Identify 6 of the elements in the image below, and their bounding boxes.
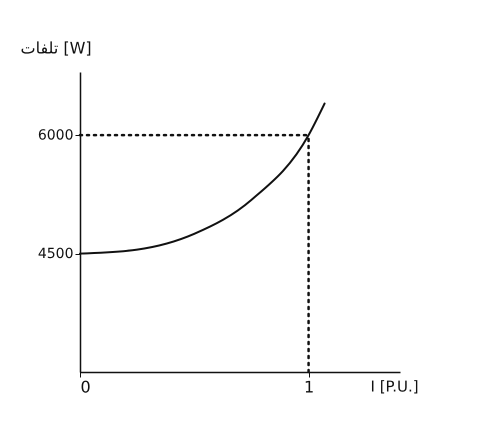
y-tick-label: 6000 — [38, 128, 74, 144]
x-axis-title: I [P.U.] — [370, 378, 419, 396]
x-tick-label: 0 — [80, 378, 91, 396]
x-tick-label: 1 — [304, 378, 314, 396]
y-tick-label: 4500 — [38, 246, 74, 262]
y-axis-title: تلفات [W] — [20, 38, 92, 58]
